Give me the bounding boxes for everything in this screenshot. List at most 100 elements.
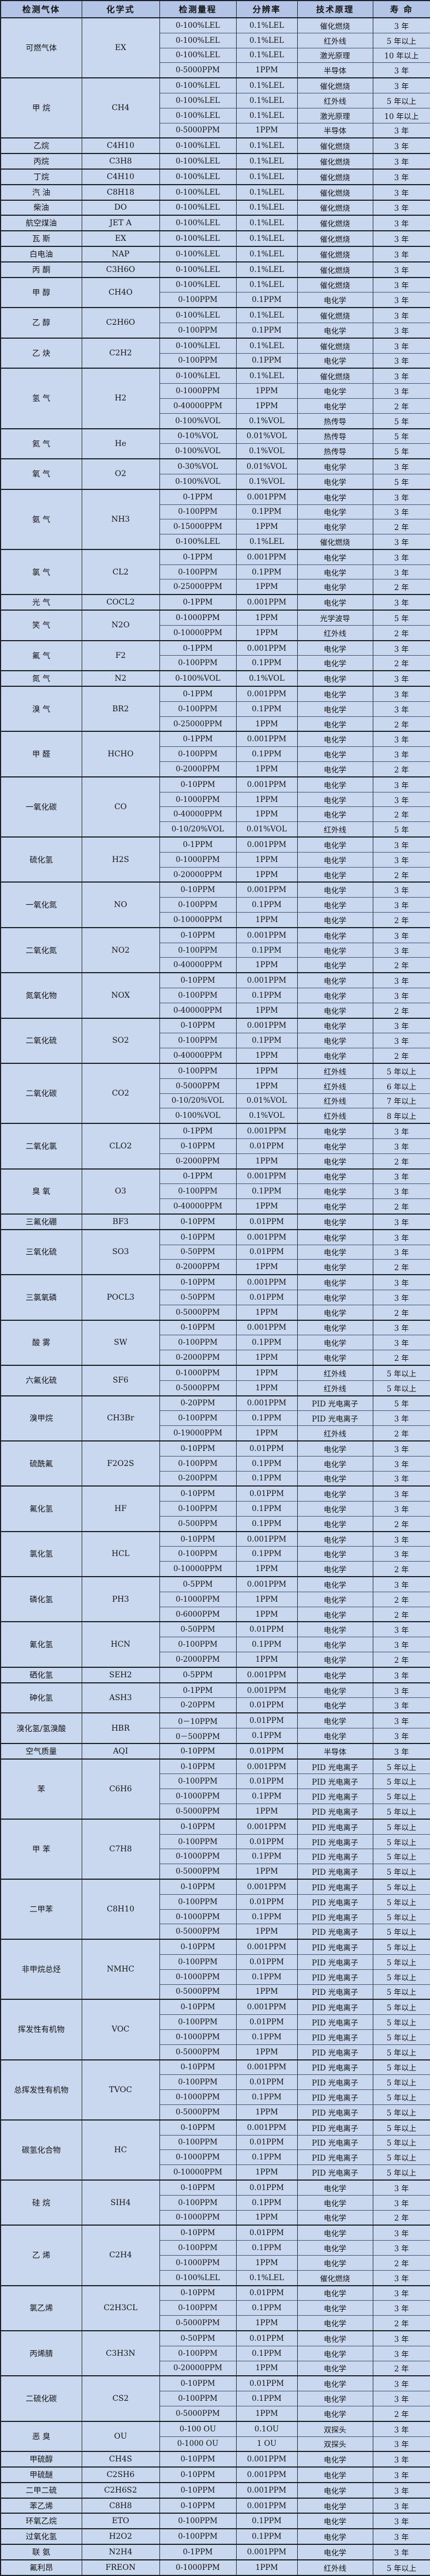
range-cell: 0-100PPM [159, 988, 237, 1003]
table-row: 0-20000PPM 1PPM 电化学 2 年 [1, 866, 430, 883]
principle-cell: 电化学 [297, 1440, 373, 1457]
formula-cell: C2H4 [81, 2225, 160, 2286]
resolution-cell: 0.001PPM [236, 881, 298, 898]
range-cell: 0-50PPM [159, 1289, 237, 1305]
table-row: 0-1000PPM 0.1PPM PID 光电离子 5 年以上 [1, 1789, 430, 1805]
principle-cell: 电化学 [297, 670, 373, 687]
table-row: 0-100PPM 0.1PPM 电化学 3 年 [1, 1335, 430, 1351]
table-row: 0-100PPM 0.01PPM PID 光电离子 5 年以上 [1, 2014, 430, 2030]
table-row: 0-2000PPM 1PPM 电化学 2 年 [1, 1153, 430, 1170]
range-cell: 0-1PPM [159, 549, 237, 565]
gas-name-cell: 空气质量 [0, 1743, 82, 1760]
formula-cell: ETO [81, 2513, 160, 2530]
table-row: 0-1000PPM 0.1PPM PID 光电离子 5 年以上 [1, 1969, 430, 1985]
resolution-cell: 0.1PPM [236, 942, 298, 958]
life-cell: 3 年 [372, 322, 430, 339]
life-cell: 2 年 [372, 1591, 430, 1607]
resolution-cell: 0.001PPM [236, 2059, 298, 2075]
table-row: 0-1000PPM 1PPM 电化学 3 年 [1, 791, 430, 808]
formula-cell: NAP [81, 246, 160, 262]
resolution-cell: 0.001PPM [236, 1667, 298, 1683]
life-cell: 3 年 [372, 836, 430, 853]
range-cell: 0-200PPM [159, 1470, 237, 1487]
formula-cell: HC [81, 2119, 160, 2181]
gas-name-cell: 丙烷 [0, 153, 82, 170]
principle-cell: 催化燃烧 [297, 215, 373, 232]
range-cell: 0-500PPM [159, 1515, 237, 1532]
life-cell: 2 年 [372, 625, 430, 641]
life-cell: 3 年 [372, 2179, 430, 2196]
resolution-cell: 0.1PPM [236, 746, 298, 762]
principle-cell: 电化学 [297, 731, 373, 747]
life-cell: 5 年以上 [372, 2559, 430, 2576]
resolution-cell: 0.1%VOL [236, 1108, 298, 1124]
principle-cell: 电化学 [297, 2225, 373, 2241]
life-cell: 5 年以上 [372, 1380, 430, 1396]
life-cell: 5 年 [372, 821, 430, 838]
resolution-cell: 1PPM [236, 1864, 298, 1880]
table-row: 笑 气 N2O 0-1000PPM 1PPM 光学波导 5 年 [0, 610, 430, 641]
range-cell: 0-100%LEL [159, 215, 237, 232]
resolution-cell: 1PPM [236, 2210, 298, 2226]
principle-cell: 电化学 [297, 1546, 373, 1562]
life-cell: 5 年以上 [372, 1819, 430, 1835]
formula-cell: PH3 [81, 1576, 160, 1623]
range-cell: 0-5PPM [159, 1667, 237, 1683]
table-row: 氟利昂 FREON 0-1000PPM 1PPM 红外线 5 年以上 [0, 2559, 430, 2576]
life-cell: 3 年 [372, 184, 430, 201]
resolution-cell: 0.001PPM [236, 1576, 298, 1592]
table-row: 0-100PPM 0.1PPM 电化学 3 年 [1, 1455, 430, 1472]
resolution-cell: 0.1%LEL [236, 47, 298, 63]
life-cell: 2 年 [372, 655, 430, 672]
life-cell: 3 年 [372, 2285, 430, 2301]
principle-cell: 电化学 [297, 2345, 373, 2361]
resolution-cell: 0.01PPM [236, 2330, 298, 2346]
principle-cell: PID 光电离子 [297, 1879, 373, 1895]
principle-cell: 电化学 [297, 1350, 373, 1366]
gas-name-cell: 苯乙烯 [0, 2498, 82, 2514]
range-cell: 0-2000PPM [159, 1153, 237, 1170]
range-cell: 0-100%LEL [159, 246, 237, 262]
principle-cell: PID 光电离子 [297, 1849, 373, 1865]
range-cell: 0-10/20%VOL [159, 1093, 237, 1109]
table-row: 甲 烷 CH4 0-100%LEL 0.1%LEL 催化燃烧 3 年 [0, 77, 430, 139]
resolution-cell: 1PPM [236, 806, 298, 823]
resolution-cell: 0.1PPM [236, 1969, 298, 1985]
principle-cell: 电化学 [297, 1591, 373, 1607]
range-cell: 0-10PPM [159, 2119, 237, 2136]
range-cell: 0-5PPM [159, 1576, 237, 1592]
resolution-cell: 1PPM [236, 957, 298, 974]
resolution-cell: 0.1PPM [236, 564, 298, 580]
resolution-cell: 0.1PPM [236, 353, 298, 369]
principle-cell: 红外线 [297, 1078, 373, 1094]
gas-name-cell: 硒化氢 [0, 1667, 82, 1683]
table-row: 汽 油 C8H18 0-100%LEL 0.1%LEL 催化燃烧 3 年 [0, 184, 430, 201]
life-cell: 2 年 [372, 579, 430, 596]
range-cell: 0-100%LEL [159, 368, 237, 384]
principle-cell: 电化学 [297, 1728, 373, 1744]
principle-cell: 电化学 [297, 1637, 373, 1653]
principle-cell: PID 光电离子 [297, 2044, 373, 2060]
table-row: 溴化氢/氢溴酸 HBR 0－10PPM 0.01PPM 电化学 3 年 [0, 1712, 430, 1744]
principle-cell: 电化学 [297, 897, 373, 913]
life-cell: 5 年以上 [372, 1894, 430, 1910]
life-cell: 2 年 [372, 1425, 430, 1441]
formula-cell: SEH2 [81, 1667, 160, 1683]
table-row: 0-2000PPM 1PPM 电化学 2 年 [1, 1652, 430, 1668]
life-cell: 3 年 [372, 169, 430, 185]
formula-cell: C8H10 [81, 1879, 160, 1940]
principle-cell: PID 光电离子 [297, 1894, 373, 1910]
life-cell: 2 年 [372, 1304, 430, 1321]
gas-name-cell: 溴化氢/氢溴酸 [0, 1712, 82, 1744]
principle-cell: 红外线 [297, 2559, 373, 2576]
life-cell: 3 年 [372, 2194, 430, 2211]
table-row: 瓦 斯 EX 0-100%LEL 0.1%LEL 催化燃烧 3 年 [0, 230, 430, 247]
range-cell: 0-1000PPM [159, 610, 237, 626]
resolution-cell: 0.1%LEL [236, 215, 298, 232]
gas-name-cell: 硅 烷 [0, 2179, 82, 2226]
formula-cell: C8H18 [81, 184, 160, 201]
range-cell: 0-1000PPM [159, 2210, 237, 2226]
table-row: 0-100%LEL 0.1%LEL 激光原理 10 年以上 [1, 107, 430, 123]
range-cell: 0-20PPM [159, 1395, 237, 1411]
life-cell: 5 年以上 [372, 92, 430, 108]
